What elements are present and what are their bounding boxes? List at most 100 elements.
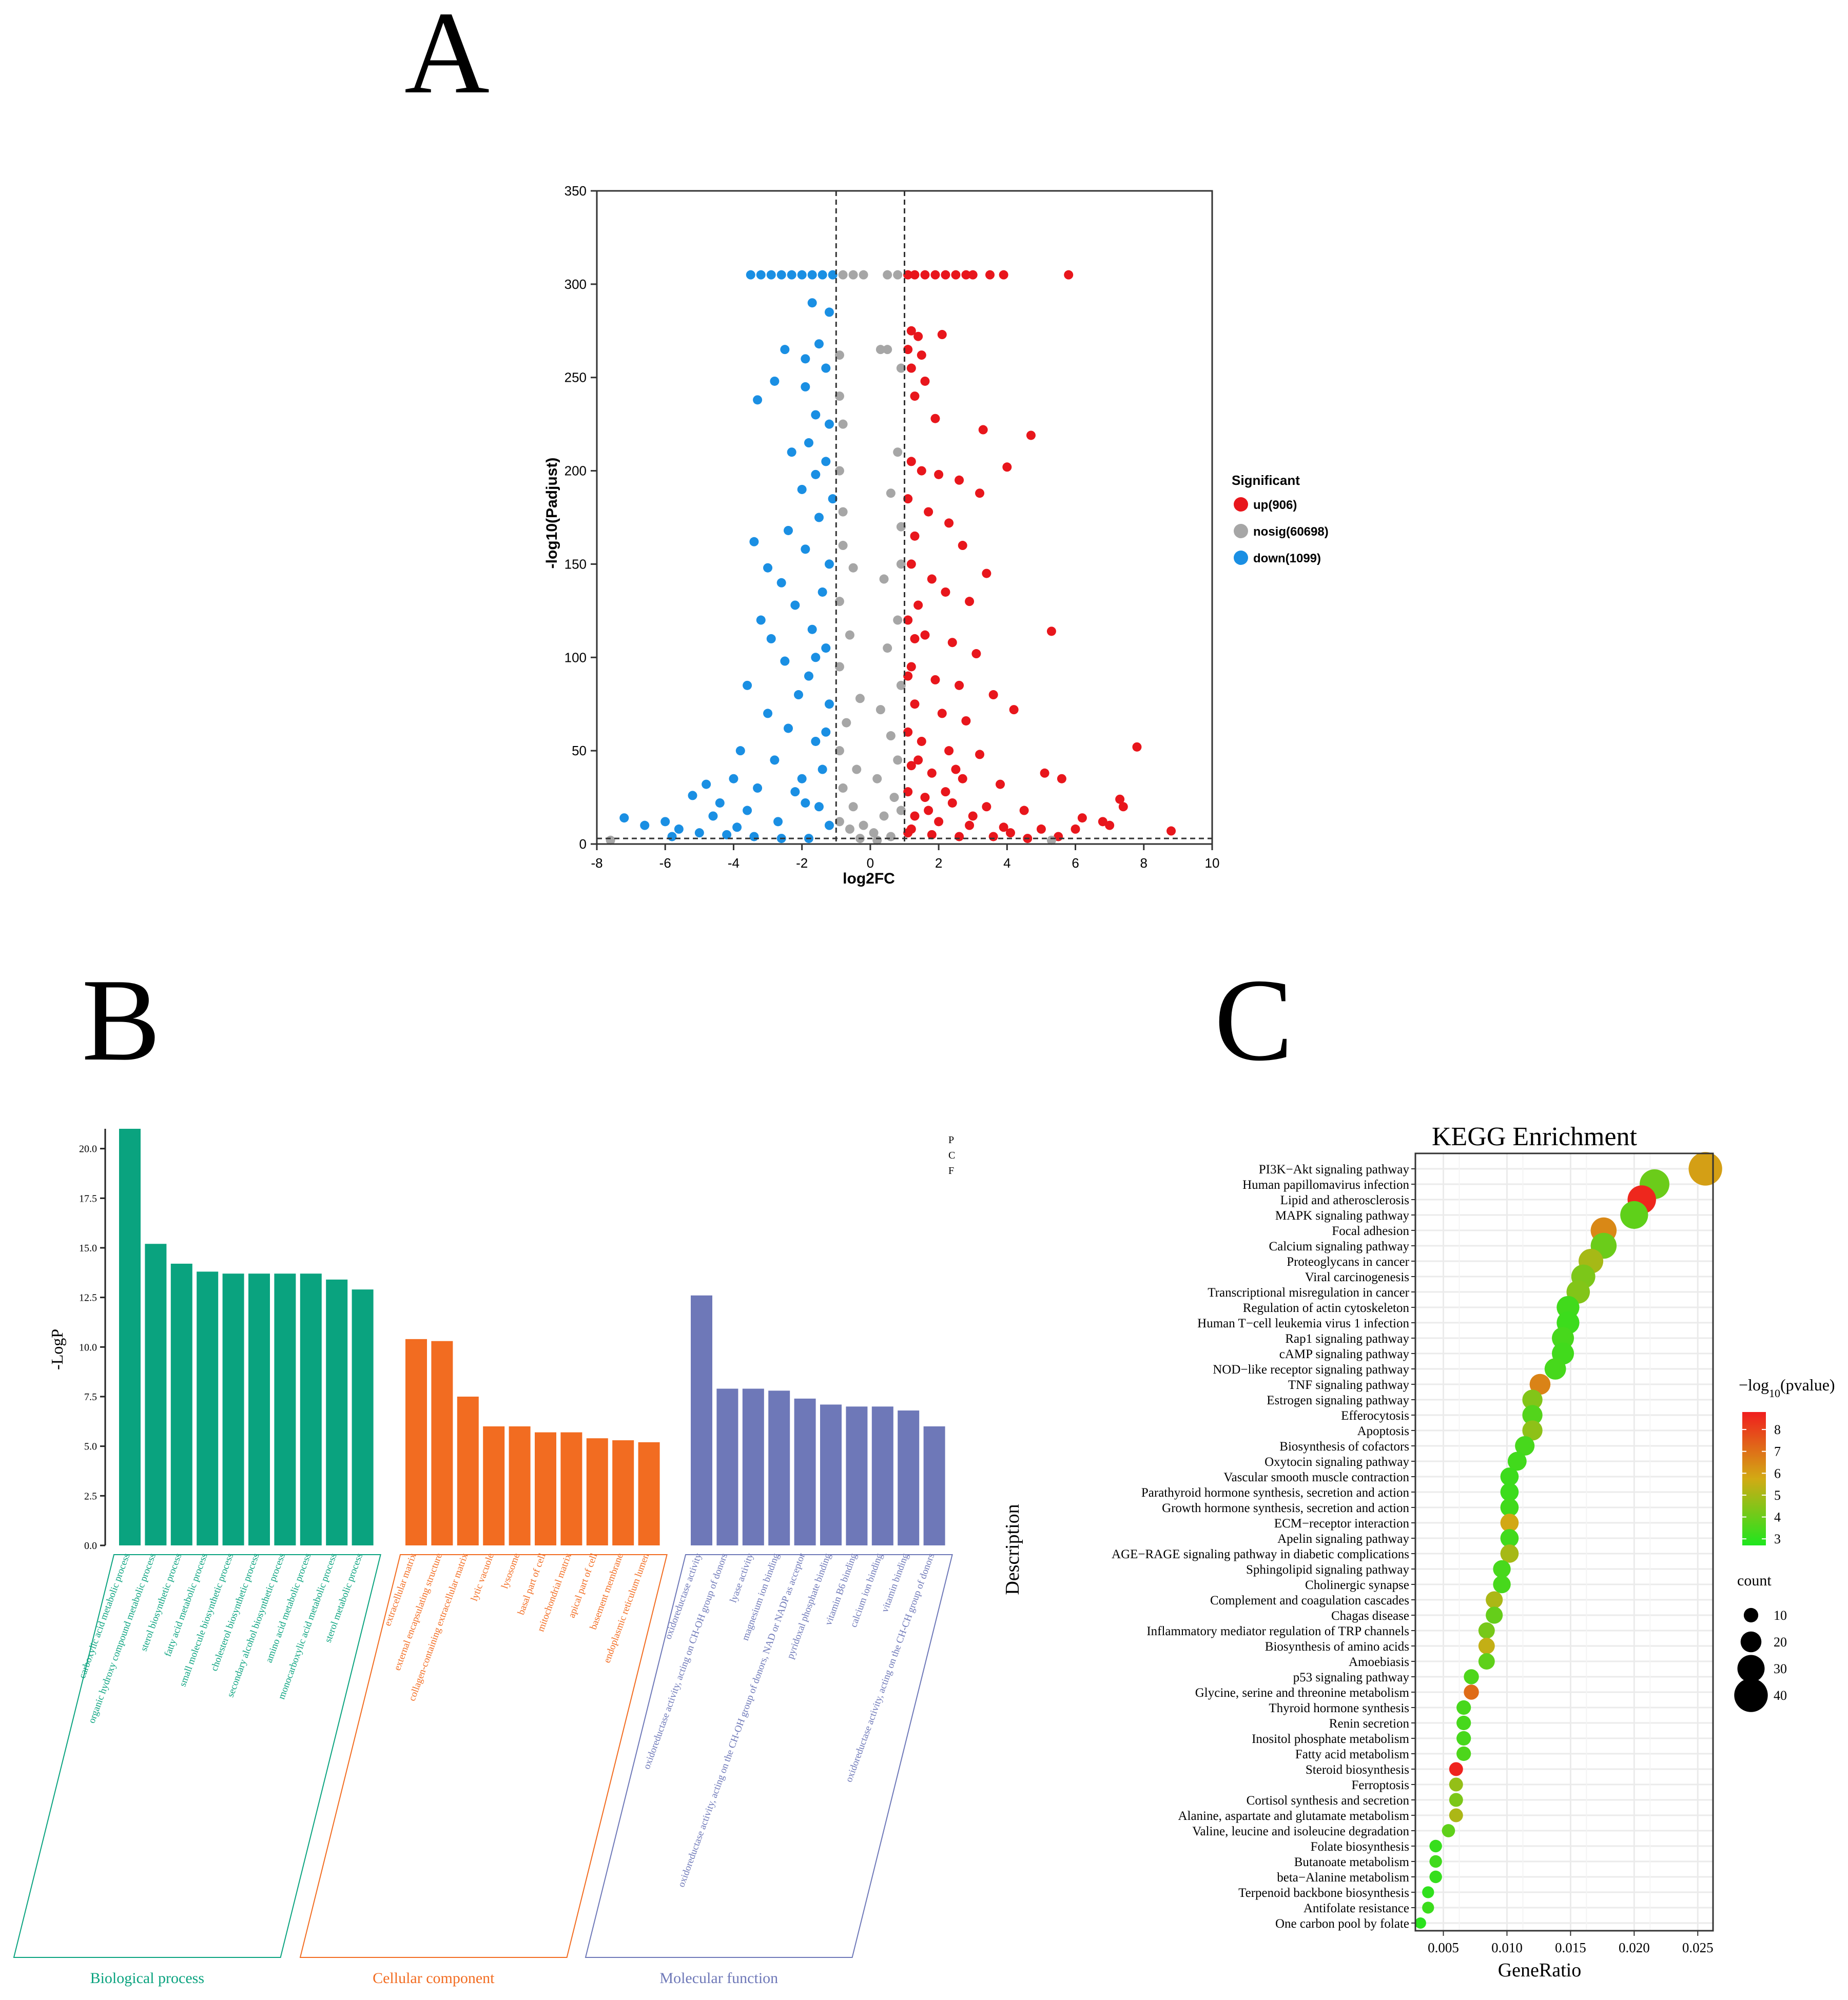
down-point-7 bbox=[818, 270, 827, 280]
down-point-72 bbox=[773, 817, 783, 827]
kegg-dot-30 bbox=[1478, 1622, 1495, 1639]
down-point-69 bbox=[797, 774, 807, 783]
go-bar-molecular_function-9 bbox=[923, 1426, 945, 1545]
go-bar-cellular_component-9 bbox=[638, 1442, 660, 1545]
kegg-term-label: One carbon pool by folate bbox=[1275, 1917, 1409, 1931]
kegg-dot-3 bbox=[1620, 1201, 1648, 1229]
kegg-dot-38 bbox=[1456, 1746, 1471, 1761]
go-legend-f: F bbox=[948, 1165, 954, 1177]
nosig-point-5 bbox=[876, 345, 885, 355]
up-point-41 bbox=[920, 630, 930, 640]
legend-swatch-nosig bbox=[1234, 524, 1248, 538]
kegg-term-label: Transcriptional misregulation in cancer bbox=[1208, 1286, 1409, 1300]
kegg-color-tick-label: 6 bbox=[1774, 1466, 1781, 1481]
nosig-point-47 bbox=[896, 559, 906, 569]
go-bar-biological_process-1 bbox=[145, 1244, 167, 1545]
go-bar-cellular_component-6 bbox=[560, 1432, 582, 1545]
down-point-35 bbox=[756, 615, 766, 625]
up-point-24 bbox=[934, 469, 944, 479]
down-point-3 bbox=[776, 270, 786, 280]
volcano-x-tick-label: -6 bbox=[659, 855, 671, 871]
go-y-tick-label: 2.5 bbox=[84, 1491, 97, 1502]
kegg-term-label: Vascular smooth muscle contraction bbox=[1223, 1470, 1409, 1484]
up-point-75 bbox=[1077, 813, 1087, 823]
kegg-term-label: Terpenoid backbone biosynthesis bbox=[1238, 1886, 1409, 1900]
kegg-term-label: Ferroptosis bbox=[1352, 1778, 1410, 1792]
up-point-88 bbox=[903, 671, 913, 681]
panel-label-c: C bbox=[1214, 954, 1293, 1085]
volcano-x-tick-label: 0 bbox=[867, 855, 874, 871]
kegg-term-label: Renin secretion bbox=[1329, 1717, 1410, 1731]
nosig-point-38 bbox=[834, 817, 844, 827]
go-group-name-cellular_component: Cellular component bbox=[373, 1970, 495, 1987]
kegg-term-label: Lipid and atherosclerosis bbox=[1280, 1193, 1409, 1207]
kegg-term-label: Focal adhesion bbox=[1332, 1224, 1409, 1238]
volcano-x-tick-label: -8 bbox=[591, 855, 602, 871]
panel-label-a: A bbox=[404, 0, 490, 118]
up-point-66 bbox=[982, 802, 991, 812]
go-y-label: -LogP bbox=[48, 1329, 66, 1370]
kegg-color-tick-label: 8 bbox=[1774, 1422, 1781, 1437]
up-point-59 bbox=[958, 774, 967, 783]
nosig-point-1 bbox=[848, 270, 858, 280]
go-bar-cellular_component-1 bbox=[431, 1341, 453, 1545]
up-point-64 bbox=[920, 793, 930, 802]
kegg-dot-37 bbox=[1456, 1731, 1471, 1746]
kegg-term-label: Human papillomavirus infection bbox=[1242, 1178, 1409, 1192]
up-point-92 bbox=[1005, 828, 1015, 838]
down-point-9 bbox=[807, 298, 817, 308]
kegg-dot-16 bbox=[1522, 1405, 1543, 1425]
down-point-56 bbox=[743, 806, 752, 815]
volcano-y-tick-label: 50 bbox=[572, 743, 587, 758]
go-bar-cellular_component-0 bbox=[405, 1339, 427, 1545]
nosig-point-17 bbox=[879, 574, 889, 584]
up-point-31 bbox=[910, 531, 920, 541]
up-point-72 bbox=[965, 820, 975, 830]
up-point-8 bbox=[985, 270, 995, 280]
kegg-color-legend: −log10(pvalue) 3 4 5 6 7 8 bbox=[1739, 1376, 1835, 1546]
nosig-point-6 bbox=[883, 345, 892, 355]
kegg-y-label: Description bbox=[1002, 1504, 1023, 1595]
kegg-x-tick-label: 0.020 bbox=[1619, 1940, 1650, 1955]
volcano-y-tick-label: 250 bbox=[565, 370, 587, 385]
kegg-dot-45 bbox=[1429, 1855, 1442, 1868]
kegg-size-legend-title: count bbox=[1737, 1572, 1772, 1589]
go-y-tick-label: 12.5 bbox=[79, 1292, 97, 1304]
kegg-term-label: Oxytocin signaling pathway bbox=[1265, 1455, 1409, 1469]
up-point-86 bbox=[941, 787, 950, 797]
up-point-52 bbox=[1132, 742, 1142, 752]
kegg-term-label: ECM−receptor interaction bbox=[1274, 1517, 1410, 1531]
up-point-40 bbox=[903, 615, 913, 625]
go-bar-cellular_component-8 bbox=[612, 1440, 634, 1545]
nosig-point-36 bbox=[859, 820, 868, 830]
up-point-5 bbox=[951, 270, 961, 280]
up-point-57 bbox=[906, 761, 916, 771]
kegg-dot-plot: KEGG Enrichment PI3K−Akt signaling pathw… bbox=[1002, 1122, 1835, 1981]
down-point-11 bbox=[814, 339, 824, 349]
up-point-4 bbox=[941, 270, 950, 280]
go-category-label: lysosome bbox=[499, 1552, 522, 1591]
kegg-x-tick-label: 0.015 bbox=[1555, 1940, 1586, 1955]
kegg-title: KEGG Enrichment bbox=[1432, 1122, 1638, 1151]
go-y-tick-label: 10.0 bbox=[79, 1342, 97, 1353]
up-point-16 bbox=[920, 376, 930, 386]
nosig-point-14 bbox=[838, 507, 848, 517]
kegg-dot-19 bbox=[1507, 1452, 1527, 1471]
nosig-point-10 bbox=[838, 419, 848, 429]
go-bar-molecular_function-8 bbox=[898, 1410, 920, 1545]
down-point-40 bbox=[804, 671, 813, 681]
up-point-94 bbox=[1105, 820, 1115, 830]
kegg-term-label: Complement and coagulation cascades bbox=[1210, 1594, 1409, 1607]
up-point-76 bbox=[1098, 817, 1107, 827]
kegg-term-label: Estrogen signaling pathway bbox=[1267, 1394, 1409, 1407]
volcano-x-tick-label: 8 bbox=[1140, 855, 1147, 871]
kegg-term-label: p53 signaling pathway bbox=[1293, 1671, 1410, 1684]
nosig-point-30 bbox=[852, 764, 862, 774]
nosig-point-18 bbox=[834, 597, 844, 606]
kegg-dot-32 bbox=[1478, 1653, 1495, 1670]
up-point-6 bbox=[961, 270, 971, 280]
kegg-term-label: Amoebiasis bbox=[1349, 1655, 1409, 1669]
nosig-point-7 bbox=[834, 350, 844, 360]
nosig-point-9 bbox=[834, 391, 844, 401]
volcano-y-label: -log10(Padjust) bbox=[543, 458, 560, 569]
